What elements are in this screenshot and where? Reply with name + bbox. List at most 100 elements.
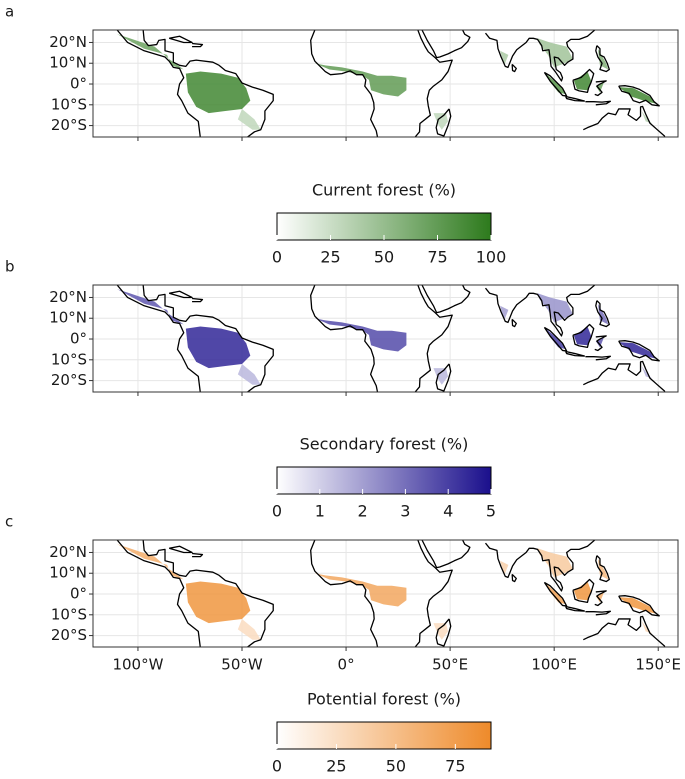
map-content	[93, 30, 678, 137]
y-tick-label: 10°S	[51, 95, 87, 113]
colorbar-tick-label: 75	[427, 248, 447, 267]
panel-label: b	[5, 258, 15, 276]
coastline	[484, 30, 596, 82]
forest-area	[545, 328, 567, 350]
coastline	[583, 360, 666, 392]
colorbar-tick-label: 0	[272, 757, 282, 776]
colorbar-tick-label: 0	[272, 502, 282, 521]
map-panel	[92, 29, 679, 138]
forest-area	[433, 623, 449, 640]
coastline	[142, 30, 274, 137]
map-content	[93, 285, 678, 392]
y-tick-label: 10°S	[51, 350, 87, 368]
coastline	[595, 555, 610, 583]
coastline	[414, 30, 453, 137]
colorbar-title: Potential forest (%)	[307, 690, 461, 709]
coastline	[511, 573, 517, 583]
x-tick-label: 50°E	[432, 656, 468, 674]
forest-area	[433, 113, 449, 130]
coastline	[421, 30, 471, 59]
coastline	[511, 318, 517, 328]
colorbar-tick-label: 5	[486, 502, 496, 521]
colorbar-tick-label: 25	[326, 757, 346, 776]
colorbar	[276, 721, 492, 750]
colorbar-tick-label: 4	[443, 502, 453, 521]
map-panel	[92, 284, 679, 393]
y-tick-label: 20°N	[49, 288, 87, 306]
y-tick-label: 10°N	[49, 564, 87, 582]
coastline	[414, 285, 453, 392]
coastline	[565, 95, 586, 102]
forest-area	[537, 293, 573, 323]
panel-border	[92, 284, 679, 393]
coastline	[142, 285, 274, 392]
colorbar-tick-label: 50	[386, 757, 406, 776]
forest-area	[500, 305, 509, 321]
coastline	[168, 35, 193, 44]
forest-area	[595, 81, 605, 93]
forest-area	[500, 560, 509, 576]
coastline	[572, 323, 595, 348]
colorbar-tick-label: 1	[315, 502, 325, 521]
coastline	[191, 552, 204, 558]
coastline	[583, 105, 666, 137]
x-tick-label: 0°	[338, 656, 355, 674]
forest-area	[314, 318, 407, 352]
coastline	[421, 540, 471, 569]
y-tick-label: 20°N	[49, 33, 87, 51]
x-tick-label: 50°W	[221, 656, 263, 674]
coastline	[618, 340, 660, 362]
panel-border	[92, 539, 679, 648]
colorbar-tick-label: 100	[476, 248, 507, 267]
forest-area	[641, 111, 652, 124]
coastline	[618, 595, 660, 617]
colorbar-tick-label: 0	[272, 248, 282, 267]
y-tick-label: 10°N	[49, 309, 87, 327]
coastline	[585, 355, 612, 361]
forest-area	[237, 618, 261, 640]
coastline	[168, 290, 193, 299]
colorbar-tick-label: 2	[358, 502, 368, 521]
coastline	[191, 297, 204, 303]
forest-area	[314, 573, 407, 607]
coastline	[116, 540, 201, 647]
y-tick-label: 20°S	[51, 626, 87, 644]
forest-area	[185, 326, 251, 369]
forest-area	[500, 50, 509, 66]
forest-area	[641, 621, 652, 634]
coastline	[191, 42, 204, 48]
colorbar-title: Current forest (%)	[312, 181, 456, 200]
coastline	[310, 30, 379, 137]
coastline	[594, 80, 607, 97]
forest-area	[573, 71, 592, 91]
y-tick-label: 10°N	[49, 54, 87, 72]
coastline	[594, 335, 607, 352]
colorbar-tick-label: 50	[374, 248, 394, 267]
coastline	[572, 68, 595, 93]
forest-area	[537, 38, 573, 68]
x-tick-label: 100°W	[112, 656, 163, 674]
forest-area	[117, 34, 184, 70]
forest-area	[618, 597, 657, 614]
map-panel	[92, 539, 679, 648]
forest-area	[117, 289, 184, 325]
coastline	[435, 108, 452, 137]
coastline	[565, 350, 586, 357]
coastline	[595, 45, 610, 73]
coastline	[618, 85, 660, 107]
forest-area	[537, 548, 573, 578]
x-tick-label: 100°E	[531, 656, 577, 674]
coastline	[585, 610, 612, 616]
forest-area	[117, 544, 184, 580]
colorbar-tick-label: 25	[320, 248, 340, 267]
forest-area	[618, 342, 657, 359]
coastline	[414, 540, 453, 647]
coastline	[594, 590, 607, 607]
coastline	[543, 581, 568, 607]
coastline	[435, 618, 452, 647]
coastline	[435, 363, 452, 392]
panel-border	[92, 29, 679, 138]
coastline	[116, 285, 201, 392]
colorbar	[276, 466, 492, 495]
map-content	[93, 540, 678, 647]
